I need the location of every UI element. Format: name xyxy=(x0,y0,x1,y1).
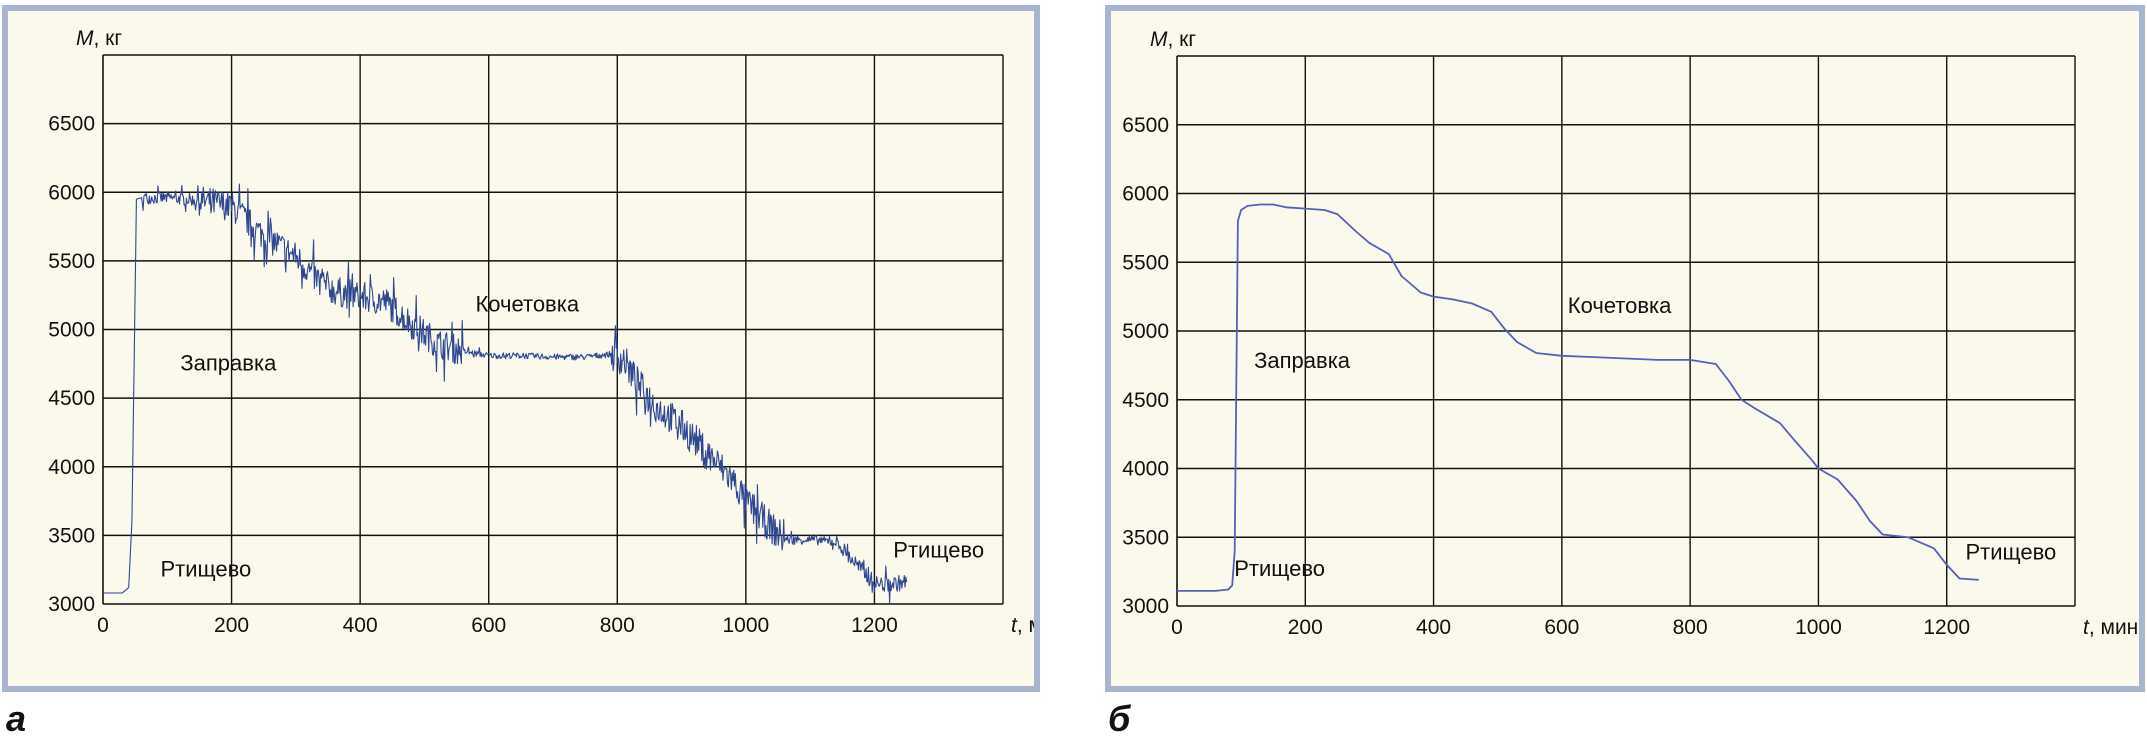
x-tick-label: 1000 xyxy=(722,614,769,637)
data-line xyxy=(1177,203,1979,592)
y-axis-label: M, кг xyxy=(76,27,122,50)
chart-panel-b: 3000 3500 4000 4500 5000 5500 6000 6500 0 200 400 6… xyxy=(1105,5,2145,692)
panel-label-b: б xyxy=(1108,698,1131,739)
x-tick-label: 600 xyxy=(471,614,506,637)
annotation-label: Ртищево xyxy=(1965,539,2056,564)
x-tick-label: 600 xyxy=(1544,616,1579,639)
y-tick-label: 5000 xyxy=(1122,320,1169,343)
x-tick-label: 1000 xyxy=(1795,616,1842,639)
x-tick-label: 0 xyxy=(97,614,109,637)
chart-svg-a: 3000 3500 4000 4500 5000 5500 6000 6500 0 200 400 6… xyxy=(48,27,1034,637)
y-axis-label: M, кг xyxy=(1150,28,1196,51)
annotation-label: Заправка xyxy=(180,351,277,376)
annotation-label: Кочетовка xyxy=(475,292,579,317)
y-tick-label: 6500 xyxy=(1122,114,1169,137)
x-tick-label: 800 xyxy=(600,614,635,637)
chart-panel-a: 3000 3500 4000 4500 5000 5500 6000 6500 0 200 400 6… xyxy=(2,5,1040,692)
panel-label-a: а xyxy=(6,698,27,739)
y-tick-label: 6500 xyxy=(48,113,95,136)
y-tick-label: 3500 xyxy=(1122,526,1169,549)
x-tick-label: 1200 xyxy=(851,614,898,637)
y-tick-label: 4500 xyxy=(1122,389,1169,412)
y-tick-label: 5500 xyxy=(1122,251,1169,274)
x-tick-label: 200 xyxy=(1288,616,1323,639)
y-tick-label: 5000 xyxy=(48,319,95,342)
y-tick-label: 3000 xyxy=(1122,595,1169,618)
x-axis-label: t, мин xyxy=(1011,614,1034,637)
data-line xyxy=(103,183,908,604)
x-tick-label: 400 xyxy=(343,614,378,637)
x-tick-label: 1200 xyxy=(1923,616,1970,639)
y-tick-label: 4500 xyxy=(48,387,95,410)
y-tick-label: 6000 xyxy=(1122,183,1169,206)
annotation-label: Ртищево xyxy=(893,537,984,562)
annotation-label: Заправка xyxy=(1254,348,1351,373)
y-tick-label: 4000 xyxy=(48,456,95,479)
annotation-label: Ртищево xyxy=(1234,556,1325,581)
y-tick-label: 4000 xyxy=(1122,458,1169,481)
x-tick-label: 0 xyxy=(1171,616,1183,639)
y-tick-label: 6000 xyxy=(48,181,95,204)
x-tick-label: 800 xyxy=(1673,616,1708,639)
x-axis-label: t, мин xyxy=(2083,616,2138,639)
y-tick-label: 3500 xyxy=(48,524,95,547)
annotation-label: Ртищево xyxy=(160,557,251,582)
y-tick-label: 3000 xyxy=(48,593,95,616)
x-tick-label: 400 xyxy=(1416,616,1451,639)
chart-svg-b: 3000 3500 4000 4500 5000 5500 6000 6500 0 200 400 6… xyxy=(1122,28,2138,639)
x-tick-label: 200 xyxy=(214,614,249,637)
y-tick-label: 5500 xyxy=(48,250,95,273)
annotation-label: Кочетовка xyxy=(1568,293,1672,318)
